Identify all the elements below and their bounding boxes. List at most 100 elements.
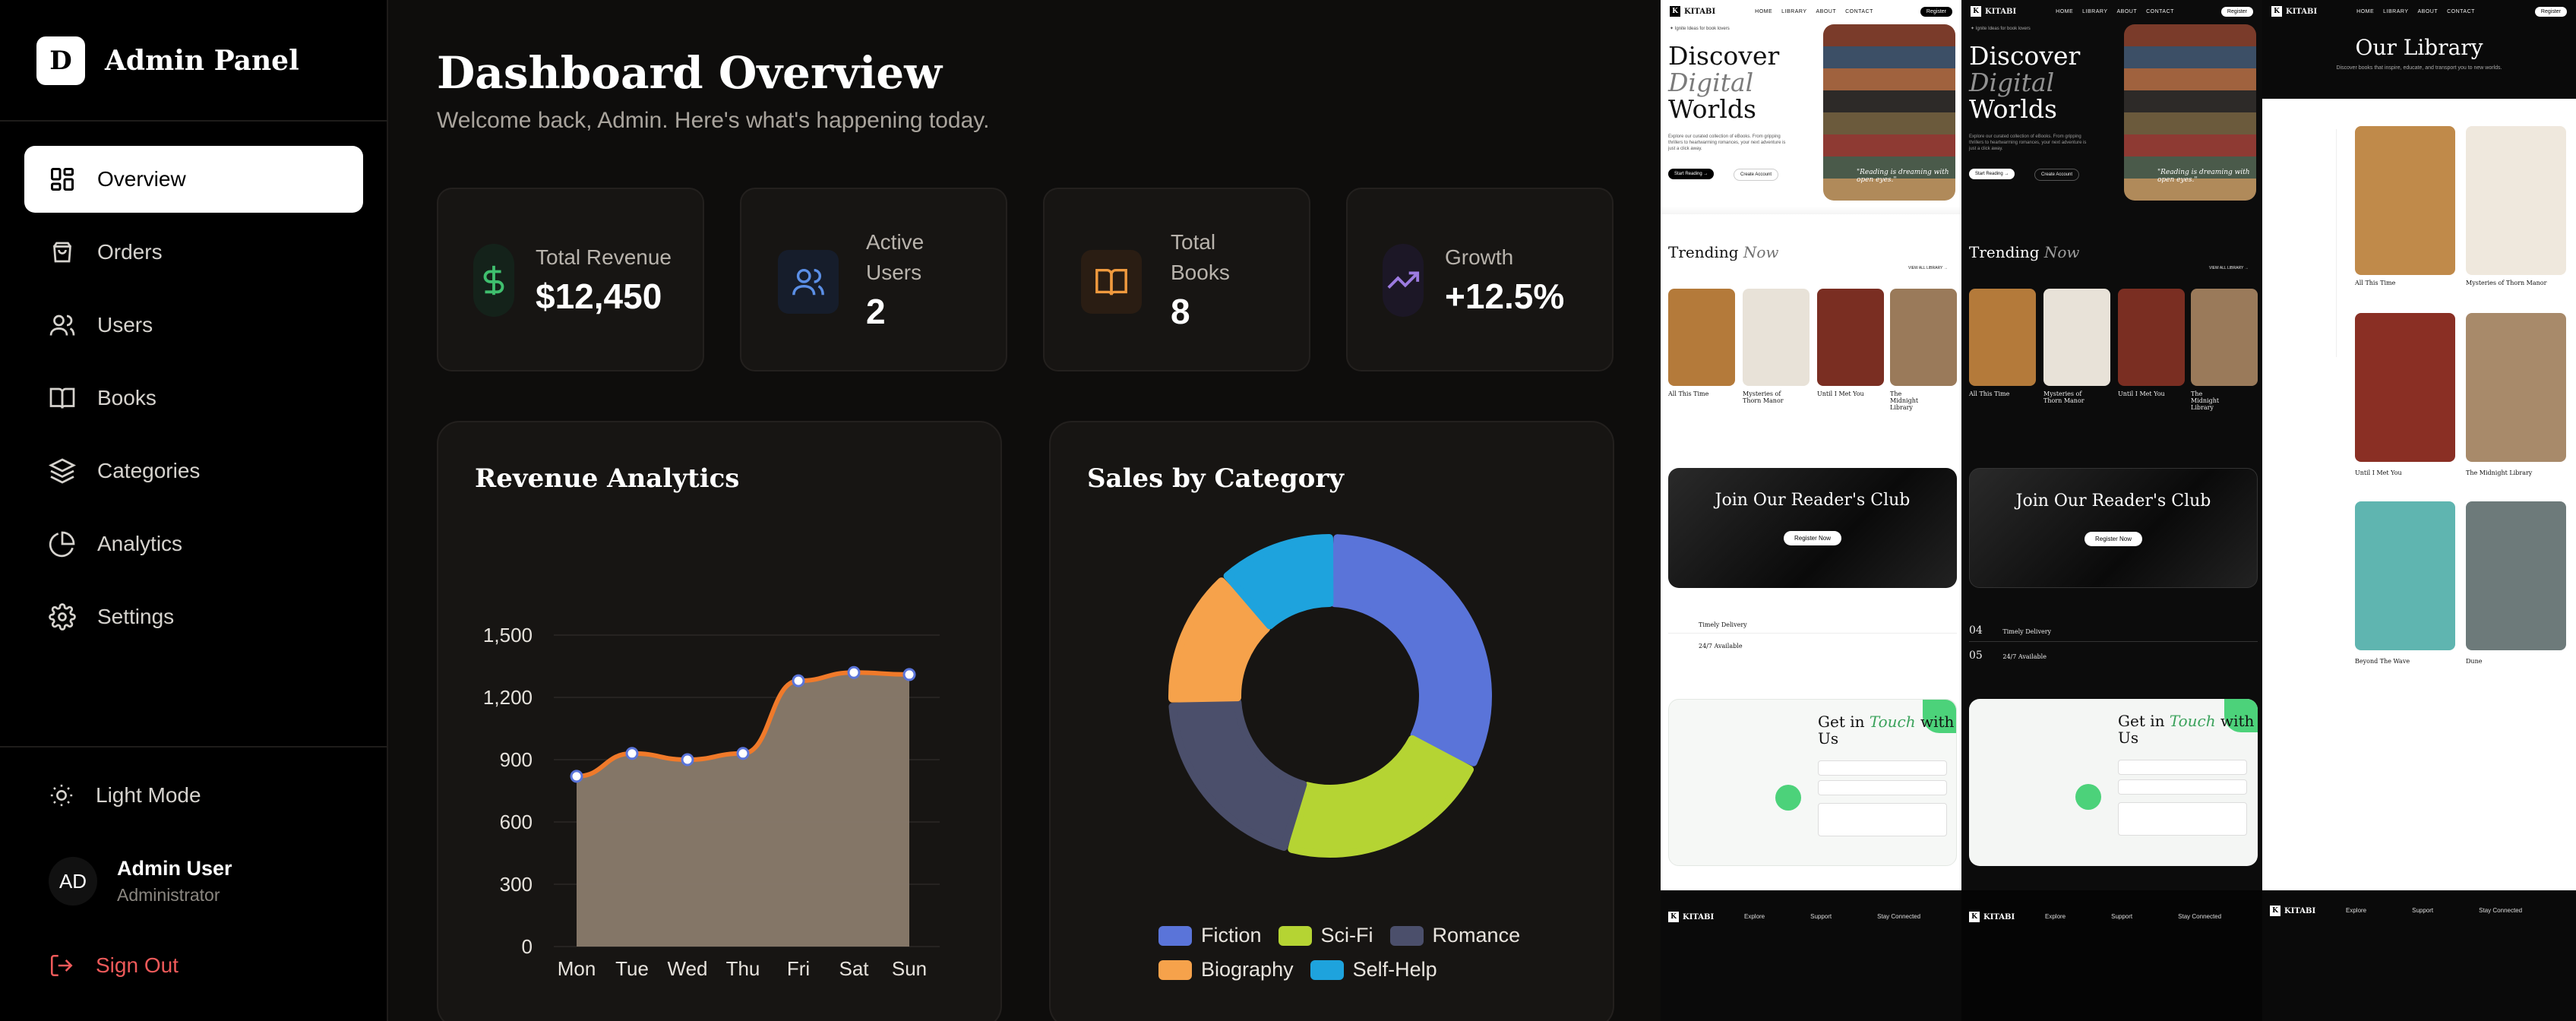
contact-email-input[interactable] [2118, 779, 2247, 795]
feature-number: 04 [1969, 624, 1983, 637]
stat-card-books: Total Books 8 [1043, 188, 1310, 371]
preview-logo[interactable]: K KITABI [1971, 6, 2016, 17]
club-register-button[interactable]: Register Now [2084, 532, 2142, 546]
nav-link[interactable]: LIBRARY [1781, 8, 1807, 14]
club-register-button[interactable]: Register Now [1783, 531, 1841, 545]
library-book-card[interactable] [2355, 126, 2455, 275]
data-point [847, 665, 861, 679]
sidebar-item-label: Users [97, 313, 153, 337]
book-card[interactable] [1817, 289, 1884, 386]
main-content: Dashboard Overview Welcome back, Admin. … [390, 0, 1661, 1021]
preview-logo[interactable]: K KITABI [1670, 6, 1715, 17]
brand[interactable]: D Admin Panel [36, 36, 299, 85]
book-card[interactable] [1743, 289, 1810, 386]
sidebar-item-settings[interactable]: Settings [24, 583, 363, 650]
contact-email-input[interactable] [1818, 780, 1947, 795]
legend-item[interactable]: Romance [1389, 924, 1521, 947]
nav-link[interactable]: HOME [1755, 8, 1773, 14]
start-reading-button[interactable]: Start Reading → [1969, 169, 2015, 179]
contact-badge [2075, 784, 2101, 810]
footer-heading: Explore [1744, 913, 1765, 920]
y-tick-label: 1,500 [483, 624, 533, 646]
sidebar-item-label: Overview [97, 167, 186, 191]
contact-message-input[interactable] [2118, 802, 2247, 836]
create-account-button[interactable]: Create Account [2034, 169, 2080, 181]
create-account-button[interactable]: Create Account [1734, 169, 1779, 181]
nav-link[interactable]: LIBRARY [2383, 8, 2409, 14]
user-profile[interactable]: AD Admin User Administrator [49, 857, 232, 906]
nav-link[interactable]: HOME [2356, 8, 2375, 14]
book-card[interactable] [2118, 289, 2185, 386]
library-book-card[interactable] [2466, 126, 2566, 275]
legend-item[interactable]: Biography [1158, 958, 1294, 981]
legend-item[interactable]: Self-Help [1310, 958, 1437, 981]
sidebar-item-books[interactable]: Books [24, 365, 363, 431]
sidebar-item-overview[interactable]: Overview [24, 146, 363, 213]
stat-card-growth: Growth +12.5% [1346, 188, 1614, 371]
layers-icon [49, 458, 76, 484]
book-card[interactable] [2191, 289, 2258, 386]
revenue-area [577, 672, 909, 947]
book-card[interactable] [1890, 289, 1957, 386]
library-book-card[interactable] [2355, 501, 2455, 650]
nav-link[interactable]: ABOUT [2417, 8, 2439, 14]
nav-link[interactable]: CONTACT [2146, 8, 2174, 14]
legend-label: Romance [1432, 924, 1521, 947]
nav-link[interactable]: ABOUT [2116, 8, 2138, 14]
view-all-link[interactable]: VIEW ALL LIBRARY → [1908, 266, 1948, 270]
stat-value: 8 [1171, 292, 1190, 331]
website-preview-dark: K KITABI HOME LIBRARY ABOUT CONTACT Regis… [1961, 0, 2262, 1021]
stat-label: Growth [1445, 245, 1514, 269]
light-mode-toggle[interactable]: Light Mode [49, 782, 201, 808]
book-card[interactable] [2043, 289, 2110, 386]
nav-link[interactable]: HOME [2056, 8, 2074, 14]
nav-link[interactable]: LIBRARY [2082, 8, 2108, 14]
contact-name-input[interactable] [1818, 760, 1947, 776]
nav-link[interactable]: CONTACT [2447, 8, 2475, 14]
nav-link[interactable]: ABOUT [1816, 8, 1837, 14]
sidebar-item-users[interactable]: Users [24, 292, 363, 359]
legend-item[interactable]: Fiction [1158, 924, 1262, 947]
book-card[interactable] [1969, 289, 2036, 386]
book-title: The Midnight Library [2191, 390, 2220, 411]
sidebar-item-analytics[interactable]: Analytics [24, 510, 363, 577]
preview-navbar: K KITABI HOME LIBRARY ABOUT CONTACT Regis… [1961, 0, 2262, 23]
view-all-link[interactable]: VIEW ALL LIBRARY → [2209, 266, 2249, 270]
book-title: Until I Met You [2118, 390, 2165, 397]
start-reading-button[interactable]: Start Reading → [1668, 169, 1715, 179]
sidebar-item-categories[interactable]: Categories [24, 438, 363, 504]
contact-name-input[interactable] [2118, 760, 2247, 775]
stat-label: Total Books [1171, 230, 1230, 284]
book-card[interactable] [1668, 289, 1735, 386]
register-button[interactable]: Register [2220, 6, 2253, 17]
legend-label: Self-Help [1352, 958, 1437, 981]
legend-item[interactable]: Sci-Fi [1278, 924, 1373, 947]
book-title: The Midnight Library [2466, 469, 2533, 476]
nav-link[interactable]: CONTACT [1845, 8, 1873, 14]
panel-title: Revenue Analytics [475, 463, 740, 494]
feature-item: Timely Delivery [1668, 617, 1957, 634]
footer-logo: K KITABI [1668, 912, 1714, 922]
contact-message-input[interactable] [1818, 803, 1947, 836]
y-tick-label: 0 [522, 935, 533, 958]
library-book-card[interactable] [2466, 313, 2566, 462]
footer-logo: K KITABI [2270, 906, 2315, 916]
preview-logo[interactable]: K KITABI [2271, 6, 2317, 17]
stat-value: $12,450 [536, 277, 662, 316]
x-tick-label: Wed [668, 957, 708, 980]
sidebar-item-orders[interactable]: Orders [24, 219, 363, 286]
y-tick-label: 300 [500, 873, 533, 896]
hero-quote: "Reading is dreaming with open eyes." [2157, 169, 2250, 184]
stat-label: Total Revenue [536, 245, 672, 269]
sign-out-button[interactable]: Sign Out [49, 953, 179, 978]
library-subtitle: Discover books that inspire, educate, an… [2336, 65, 2502, 71]
register-button[interactable]: Register [2534, 6, 2567, 17]
y-tick-label: 1,200 [483, 686, 533, 709]
register-button[interactable]: Register [1920, 6, 1952, 17]
feature-list: Timely Delivery 24/7 Available [1668, 617, 1957, 659]
sidebar: D Admin Panel Overview Orders Users Book… [0, 0, 388, 1021]
hero-image: "Reading is dreaming with open eyes." [2124, 24, 2256, 201]
library-book-card[interactable] [2466, 501, 2566, 650]
donut-slice-self-help [1223, 534, 1334, 630]
library-book-card[interactable] [2355, 313, 2455, 462]
